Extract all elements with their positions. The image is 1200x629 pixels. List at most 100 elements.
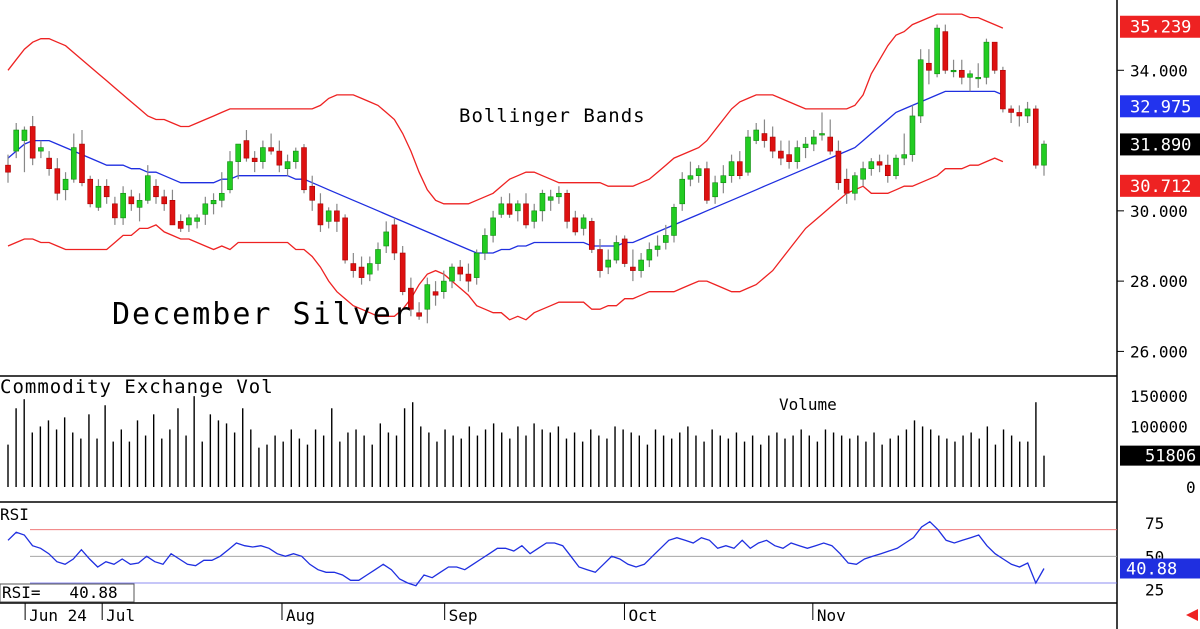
volume-tick-label: 100000 (1130, 417, 1188, 436)
candle-body (144, 175, 151, 201)
candle-body (588, 221, 595, 250)
candle-body (1024, 108, 1031, 117)
lower-band-line (7, 157, 1004, 321)
price-tick-label: 30.000 (1130, 202, 1188, 221)
candle-body (638, 259, 644, 271)
chart-title: December Silver (112, 297, 413, 332)
candlesticks (5, 24, 1047, 324)
candle-body (572, 217, 579, 233)
candle-body (79, 143, 85, 184)
candle-body (112, 203, 118, 219)
candle-body (695, 168, 702, 177)
candle-body (506, 203, 513, 215)
candle-body (893, 157, 899, 177)
candle-body (745, 136, 751, 173)
candle-body (630, 266, 636, 271)
candle-body (391, 224, 398, 254)
candle-body (432, 291, 439, 296)
price-tag-box (1120, 133, 1200, 156)
candle-body (440, 280, 447, 292)
candle-body (884, 164, 891, 177)
candle-body (827, 136, 834, 152)
bollinger-bands-label: Bollinger Bands (459, 105, 646, 127)
candle-body (901, 154, 908, 159)
candle-body (753, 129, 760, 141)
candle-body (153, 185, 159, 198)
candle-body (909, 115, 916, 155)
candle-body (597, 249, 603, 271)
candle-body (13, 129, 20, 152)
candle-body (473, 252, 480, 278)
candle-body (704, 168, 710, 201)
candle-body (490, 217, 496, 236)
volume-current-tag-label: 51806 (1145, 447, 1196, 467)
price-tags: 35.239 32.975 31.890 30.712 (1120, 15, 1200, 197)
candle-body (835, 150, 842, 184)
candle-body (917, 59, 924, 117)
candle-body (621, 238, 628, 264)
candle-body (243, 140, 250, 159)
candle-body (424, 284, 431, 310)
candle-body (21, 129, 28, 141)
candle-body (358, 266, 365, 278)
candle-body (1032, 108, 1039, 166)
candle-body (103, 185, 110, 198)
candle-body (1000, 69, 1006, 110)
candle-body (62, 178, 69, 191)
price-tick-label: 26.000 (1130, 342, 1188, 361)
candle-body (317, 203, 324, 226)
rsi-tick-label: 75 (1145, 514, 1164, 533)
candle-body (399, 252, 406, 292)
candle-body (120, 192, 126, 219)
candle-body (646, 249, 653, 261)
candle-body (498, 203, 505, 215)
candle-body (38, 147, 44, 152)
candle-body (810, 136, 817, 145)
candle-body (177, 221, 184, 229)
candle-body (161, 196, 168, 205)
candle-body (309, 185, 316, 201)
candle-body (736, 161, 743, 177)
candle-body (1016, 112, 1023, 117)
price-tag-label: 30.712 (1130, 177, 1191, 197)
candle-body (605, 259, 612, 268)
candle-body (712, 182, 718, 198)
candle-body (227, 161, 233, 191)
price-tag-label: 31.890 (1130, 135, 1191, 155)
candle-body (5, 164, 11, 173)
rsi-current-tag-label: 40.88 (1126, 559, 1177, 579)
candle-body (186, 217, 192, 226)
date-tick-label: Jun 24 (29, 606, 87, 625)
candle-body (514, 203, 521, 212)
candle-body (802, 143, 809, 148)
volume-bars (7, 396, 1045, 487)
date-tick-label: Sep (449, 606, 478, 625)
candle-body (687, 175, 694, 180)
price-tag-box (1120, 95, 1200, 118)
candle-body (769, 136, 776, 152)
candle-body (46, 157, 52, 169)
rsi-pane-label: RSI (0, 505, 29, 524)
candle-body (843, 178, 850, 194)
candle-body (876, 161, 883, 166)
candle-body (95, 185, 102, 208)
candle-body (128, 196, 135, 205)
scroll-left-icon[interactable] (1186, 609, 1198, 621)
candle-body (350, 263, 357, 271)
candle-body (465, 273, 472, 282)
candle-body (523, 203, 529, 226)
candle-body (720, 175, 727, 184)
candle-body (268, 147, 274, 152)
rsi-series-line (7, 520, 1045, 587)
candle-body (325, 210, 332, 222)
candle-body (457, 266, 464, 275)
volume-current-tag-box (1120, 445, 1200, 466)
price-axis: 26.000 28.000 30.000 34.000 (1117, 61, 1188, 361)
candle-body (251, 157, 258, 162)
candle-body (983, 41, 990, 78)
volume-annotation: Volume (779, 395, 837, 414)
candle-body (786, 154, 792, 162)
